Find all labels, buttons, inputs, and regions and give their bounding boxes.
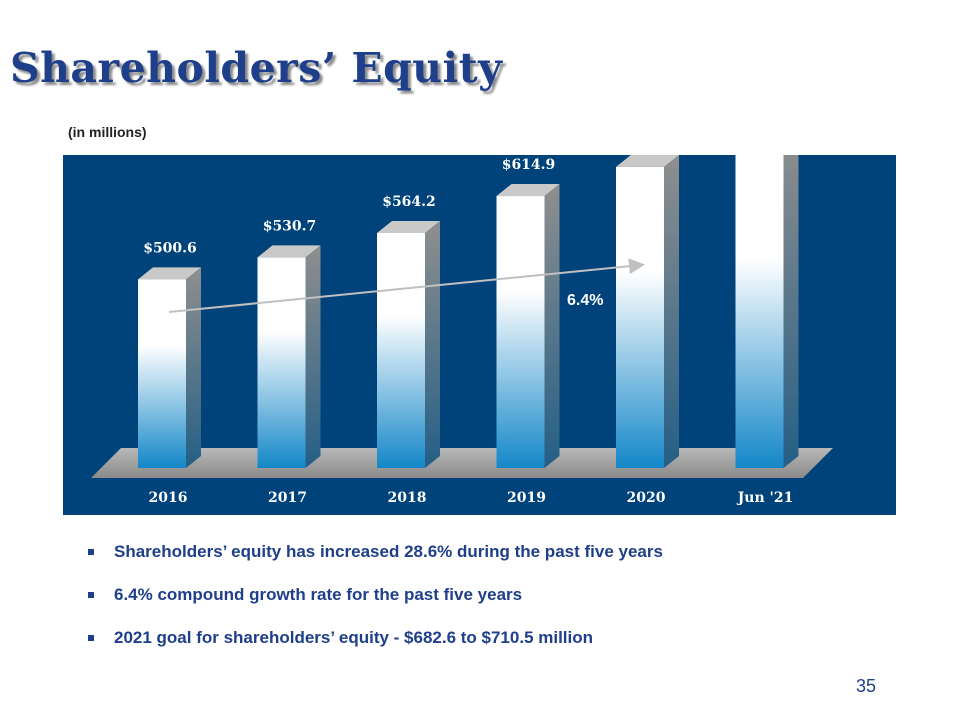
bar: [257, 245, 321, 468]
chart-panel: $500.6 2016 $530.7 2017 $564.2 2018 $614.9 2019…: [63, 155, 896, 515]
bar: [138, 267, 201, 468]
bar-front: [616, 166, 664, 469]
square-bullet-icon: [88, 635, 94, 641]
bar-front: [377, 232, 425, 468]
bar: [377, 220, 440, 468]
bar-value-label: $530.7: [263, 218, 317, 234]
bullet-item: Shareholders’ equity has increased 28.6%…: [88, 540, 663, 583]
bar-side: [425, 220, 440, 468]
bar-front: [138, 279, 186, 468]
trend-arrow: [168, 258, 645, 313]
bar-top: [257, 245, 321, 258]
bar-side: [544, 184, 560, 468]
bar: [496, 184, 560, 468]
bullet-item: 2021 goal for shareholders’ equity - $68…: [88, 626, 663, 669]
cagr-annotation: 6.4%: [567, 292, 603, 309]
bullet-text: Shareholders’ equity has increased 28.6%…: [114, 542, 663, 561]
bar-side: [783, 155, 799, 468]
bullet-item: 6.4% compound growth rate for the past f…: [88, 583, 663, 626]
bar-value-label: $564.2: [382, 194, 436, 210]
category-label: 2017: [268, 490, 307, 506]
bar-chart: $500.6 2016 $530.7 2017 $564.2 2018 $614.9 2019…: [91, 155, 833, 506]
square-bullet-icon: [88, 549, 94, 555]
bar-front: [257, 257, 306, 468]
bar-top: [138, 267, 201, 280]
category-label: 2020: [627, 490, 666, 506]
bar-value-label: $614.9: [502, 157, 556, 173]
bar-front: [496, 196, 545, 468]
chart-floor: [91, 448, 833, 478]
category-label: 2018: [388, 490, 427, 506]
bullet-list: Shareholders’ equity has increased 28.6%…: [88, 540, 663, 669]
category-label: Jun '21: [736, 490, 794, 506]
page-number: 35: [856, 676, 877, 696]
bar-side: [305, 245, 321, 468]
bar-side: [664, 155, 679, 468]
page-title: Shareholders’ Equity: [10, 44, 503, 92]
bar-side: [186, 267, 201, 468]
bar-front: [735, 155, 784, 468]
bullet-text: 2021 goal for shareholders’ equity - $68…: [114, 628, 594, 647]
bar-top: [377, 220, 440, 233]
units-note: (in millions): [68, 124, 147, 140]
bar-top: [496, 184, 560, 197]
bar: [735, 155, 799, 468]
bar-top: [616, 155, 679, 167]
bar: [616, 155, 679, 469]
category-label: 2016: [149, 490, 188, 506]
category-label: 2019: [507, 490, 546, 506]
bullet-text: 6.4% compound growth rate for the past f…: [114, 585, 523, 604]
square-bullet-icon: [88, 592, 94, 598]
bar-value-label: $500.6: [143, 240, 197, 256]
